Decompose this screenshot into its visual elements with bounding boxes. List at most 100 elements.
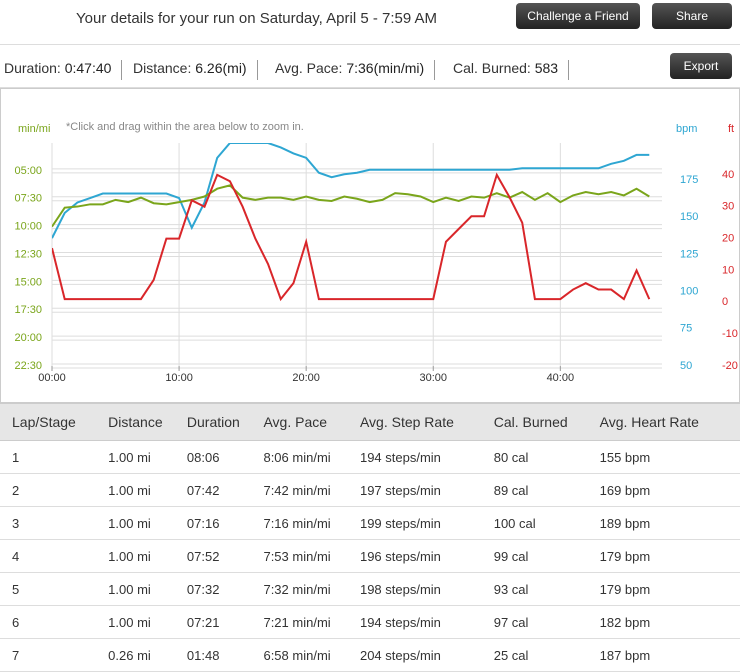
y-tick-label: 20:00 — [14, 332, 42, 344]
table-cell: 189 bpm — [598, 506, 740, 540]
table-cell: 7 — [0, 638, 108, 672]
x-tick-label: 20:00 — [292, 372, 320, 384]
table-cell: 100 cal — [492, 506, 599, 540]
table-cell: 3 — [0, 506, 108, 540]
y-tick-label: 50 — [680, 360, 692, 372]
column-header: Distance — [107, 403, 186, 441]
y-tick-label: 30 — [722, 201, 734, 213]
table-cell: 6 — [0, 605, 108, 639]
table-cell: 07:42 — [185, 473, 263, 507]
y-tick-label: 10:00 — [14, 221, 42, 233]
table-cell: 99 cal — [492, 539, 599, 573]
y-tick-label: 0 — [722, 296, 728, 308]
table-cell: 169 bpm — [598, 473, 740, 507]
table-row: 4 1.00 mi 07:52 7:53 min/mi 196 steps/min 99 … — [0, 539, 740, 573]
summary-value: 6.26(mi) — [195, 60, 247, 76]
summary-bar: Export Duration: 0:47:40 Distance: 6.26(m… — [0, 45, 740, 88]
table-cell: 1.00 mi — [107, 506, 186, 540]
table-cell: 1.00 mi — [107, 473, 186, 507]
y-tick-label: 07:30 — [14, 193, 42, 205]
y-tick-label: 10 — [722, 264, 734, 276]
share-button[interactable]: Share — [652, 3, 732, 29]
laps-table: Lap/Stage Distance Duration Avg. Pace Avg. S… — [0, 403, 740, 672]
table-row: 7 0.26 mi 01:48 6:58 min/mi 204 steps/min 25 … — [0, 638, 740, 672]
series-line — [52, 172, 651, 302]
y-tick-label: 20 — [722, 232, 734, 244]
export-button[interactable]: Export — [670, 53, 732, 79]
x-tick-label: 30:00 — [419, 372, 447, 384]
y-tick-label: 75 — [680, 323, 692, 335]
table-cell: 0.26 mi — [107, 638, 186, 672]
summary-item: Distance: 6.26(mi) — [133, 60, 258, 80]
column-header: Avg. Step Rate — [358, 403, 493, 441]
table-cell: 6:58 min/mi — [262, 638, 359, 672]
table-cell: 1.00 mi — [107, 572, 186, 606]
table-cell: 199 steps/min — [358, 506, 493, 540]
table-cell: 1.00 mi — [107, 605, 186, 639]
summary-item: Cal. Burned: 583 — [453, 60, 570, 80]
header-title: Your details for your run on Saturday, A… — [76, 10, 438, 27]
table-cell: 07:21 — [185, 605, 263, 639]
table-cell: 07:32 — [185, 572, 263, 606]
y-tick-label: 12:30 — [14, 248, 42, 260]
table-cell: 8:06 min/mi — [262, 440, 359, 474]
y-tick-label: 100 — [680, 286, 698, 298]
y-tick-label: 175 — [680, 174, 698, 186]
y-tick-label: 150 — [680, 211, 698, 223]
x-tick-label: 40:00 — [547, 372, 575, 384]
table-cell: 01:48 — [185, 638, 263, 672]
axis-label: min/mi — [18, 123, 50, 135]
table-cell: 194 steps/min — [358, 605, 493, 639]
table-cell: 179 bpm — [598, 539, 740, 573]
column-header: Duration — [185, 403, 263, 441]
column-header: Avg. Pace — [262, 403, 359, 441]
table-cell: 179 bpm — [598, 572, 740, 606]
table-cell: 5 — [0, 572, 108, 606]
table-cell: 1.00 mi — [107, 440, 186, 474]
column-header: Avg. Heart Rate — [598, 403, 740, 441]
summary-value: 583 — [534, 60, 559, 76]
table-cell: 198 steps/min — [358, 572, 493, 606]
y-tick-label: 05:00 — [14, 165, 42, 177]
axis-label: bpm — [676, 123, 697, 135]
table-cell: 89 cal — [492, 473, 599, 507]
table-cell: 7:42 min/mi — [262, 473, 359, 507]
summary-label: Cal. Burned: — [453, 60, 531, 76]
table-cell: 4 — [0, 539, 108, 573]
y-tick-label: 15:00 — [14, 276, 42, 288]
table-cell: 93 cal — [492, 572, 599, 606]
table-cell: 182 bpm — [598, 605, 740, 639]
table-row: 1 1.00 mi 08:06 8:06 min/mi 194 steps/min 80 … — [0, 440, 740, 474]
x-tick-label: 10:00 — [165, 372, 193, 384]
chart-note: *Click and drag within the area below to… — [66, 121, 304, 133]
summary-label: Duration: — [4, 60, 61, 76]
chart-border — [0, 88, 740, 403]
y-tick-label: 40 — [722, 169, 734, 181]
table-cell: 204 steps/min — [358, 638, 493, 672]
series-line — [52, 143, 650, 239]
x-tick-label: 00:00 — [38, 372, 66, 384]
y-tick-label: -20 — [722, 360, 738, 372]
table-cell: 7:32 min/mi — [262, 572, 359, 606]
summary-value: 0:47:40 — [64, 60, 112, 76]
table-cell: 194 steps/min — [358, 440, 493, 474]
table-cell: 1.00 mi — [107, 539, 186, 573]
table-cell: 80 cal — [492, 440, 599, 474]
column-header: Cal. Burned — [492, 403, 599, 441]
table-cell: 2 — [0, 473, 108, 507]
chart: *Click and drag within the area below to… — [0, 88, 740, 403]
column-header: Lap/Stage — [0, 403, 108, 441]
y-tick-label: 125 — [680, 248, 698, 260]
table-cell: 1 — [0, 440, 108, 474]
table-cell: 155 bpm — [598, 440, 740, 474]
table-cell: 196 steps/min — [358, 539, 493, 573]
table-cell: 25 cal — [492, 638, 599, 672]
table-cell: 7:53 min/mi — [262, 539, 359, 573]
summary-value: 7:36(min/mi) — [346, 60, 425, 76]
y-tick-label: 22:30 — [14, 360, 42, 372]
table-row: 3 1.00 mi 07:16 7:16 min/mi 199 steps/min 100… — [0, 506, 740, 540]
challenge-button[interactable]: Challenge a Friend — [516, 3, 640, 29]
axis-label: ft — [728, 123, 734, 135]
summary-item: Duration: 0:47:40 — [4, 60, 123, 80]
